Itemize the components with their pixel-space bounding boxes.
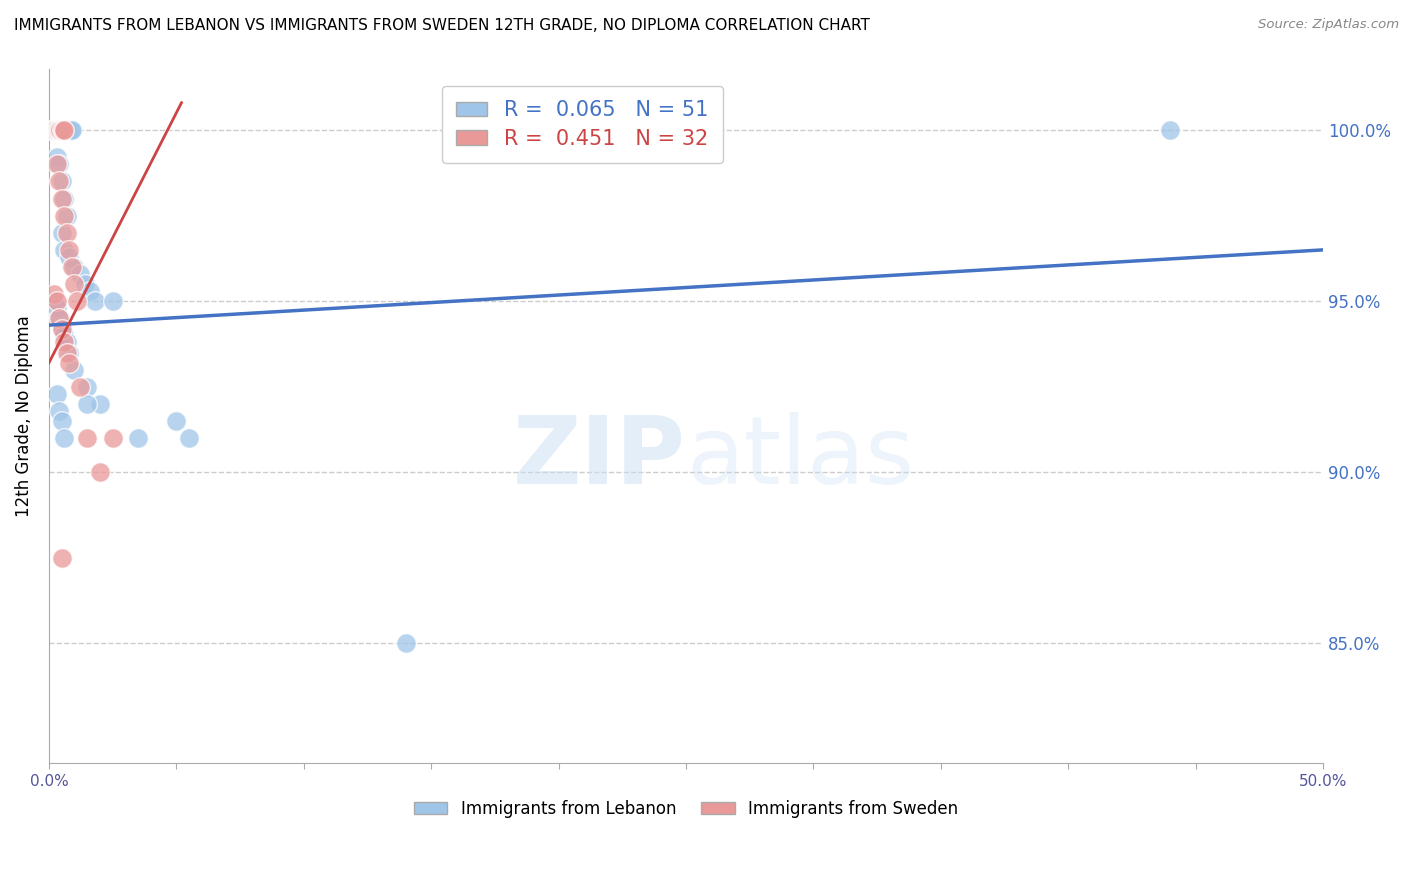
Point — [45, 157, 67, 171]
Point — [42, 123, 65, 137]
Point — [60, 123, 83, 137]
Point — [56, 345, 79, 359]
Point — [53, 243, 76, 257]
Point — [44, 123, 66, 137]
Point — [45, 301, 67, 315]
Point — [56, 335, 79, 350]
Point — [69, 267, 91, 281]
Point — [52, 123, 75, 137]
Point — [53, 123, 76, 137]
Y-axis label: 12th Grade, No Diploma: 12th Grade, No Diploma — [15, 315, 32, 516]
Point — [45, 123, 67, 137]
Point — [42, 294, 65, 309]
Point — [41, 123, 63, 137]
Point — [76, 380, 98, 394]
Point — [101, 431, 124, 445]
Point — [51, 321, 73, 335]
Point — [51, 321, 73, 335]
Point — [48, 311, 70, 326]
Point — [56, 226, 79, 240]
Point — [46, 123, 69, 137]
Point — [53, 123, 76, 137]
Point — [53, 431, 76, 445]
Point — [48, 174, 70, 188]
Point — [76, 431, 98, 445]
Point — [51, 123, 73, 137]
Point — [89, 465, 111, 479]
Point — [101, 294, 124, 309]
Point — [55, 123, 77, 137]
Point — [76, 397, 98, 411]
Point — [165, 414, 187, 428]
Point — [48, 123, 70, 137]
Point — [46, 123, 69, 137]
Point — [58, 356, 80, 370]
Point — [58, 243, 80, 257]
Point — [53, 192, 76, 206]
Point — [56, 209, 79, 223]
Point — [179, 431, 201, 445]
Point — [63, 362, 86, 376]
Point — [79, 284, 101, 298]
Point — [89, 397, 111, 411]
Point — [51, 226, 73, 240]
Point — [395, 636, 418, 650]
Point — [1159, 123, 1181, 137]
Legend: Immigrants from Lebanon, Immigrants from Sweden: Immigrants from Lebanon, Immigrants from… — [408, 793, 965, 824]
Point — [45, 294, 67, 309]
Point — [41, 123, 63, 137]
Point — [63, 277, 86, 291]
Point — [49, 123, 72, 137]
Point — [58, 345, 80, 359]
Point — [42, 287, 65, 301]
Point — [83, 294, 105, 309]
Point — [56, 123, 79, 137]
Point — [53, 209, 76, 223]
Point — [56, 123, 79, 137]
Point — [42, 123, 65, 137]
Point — [48, 403, 70, 417]
Point — [127, 431, 149, 445]
Text: Source: ZipAtlas.com: Source: ZipAtlas.com — [1258, 18, 1399, 31]
Point — [51, 414, 73, 428]
Point — [73, 277, 96, 291]
Point — [69, 380, 91, 394]
Point — [48, 311, 70, 326]
Point — [51, 123, 73, 137]
Point — [44, 123, 66, 137]
Text: atlas: atlas — [686, 411, 914, 503]
Point — [53, 328, 76, 343]
Point — [58, 123, 80, 137]
Point — [59, 123, 82, 137]
Point — [51, 174, 73, 188]
Point — [52, 123, 75, 137]
Point — [58, 250, 80, 264]
Point — [45, 123, 67, 137]
Text: IMMIGRANTS FROM LEBANON VS IMMIGRANTS FROM SWEDEN 12TH GRADE, NO DIPLOMA CORRELA: IMMIGRANTS FROM LEBANON VS IMMIGRANTS FR… — [14, 18, 870, 33]
Point — [45, 151, 67, 165]
Point — [53, 335, 76, 350]
Point — [42, 123, 65, 137]
Point — [51, 550, 73, 565]
Point — [51, 192, 73, 206]
Point — [63, 260, 86, 274]
Point — [49, 123, 72, 137]
Point — [48, 157, 70, 171]
Point — [45, 386, 67, 401]
Point — [60, 260, 83, 274]
Point — [42, 123, 65, 137]
Text: ZIP: ZIP — [513, 411, 686, 503]
Point — [66, 294, 89, 309]
Point — [48, 123, 70, 137]
